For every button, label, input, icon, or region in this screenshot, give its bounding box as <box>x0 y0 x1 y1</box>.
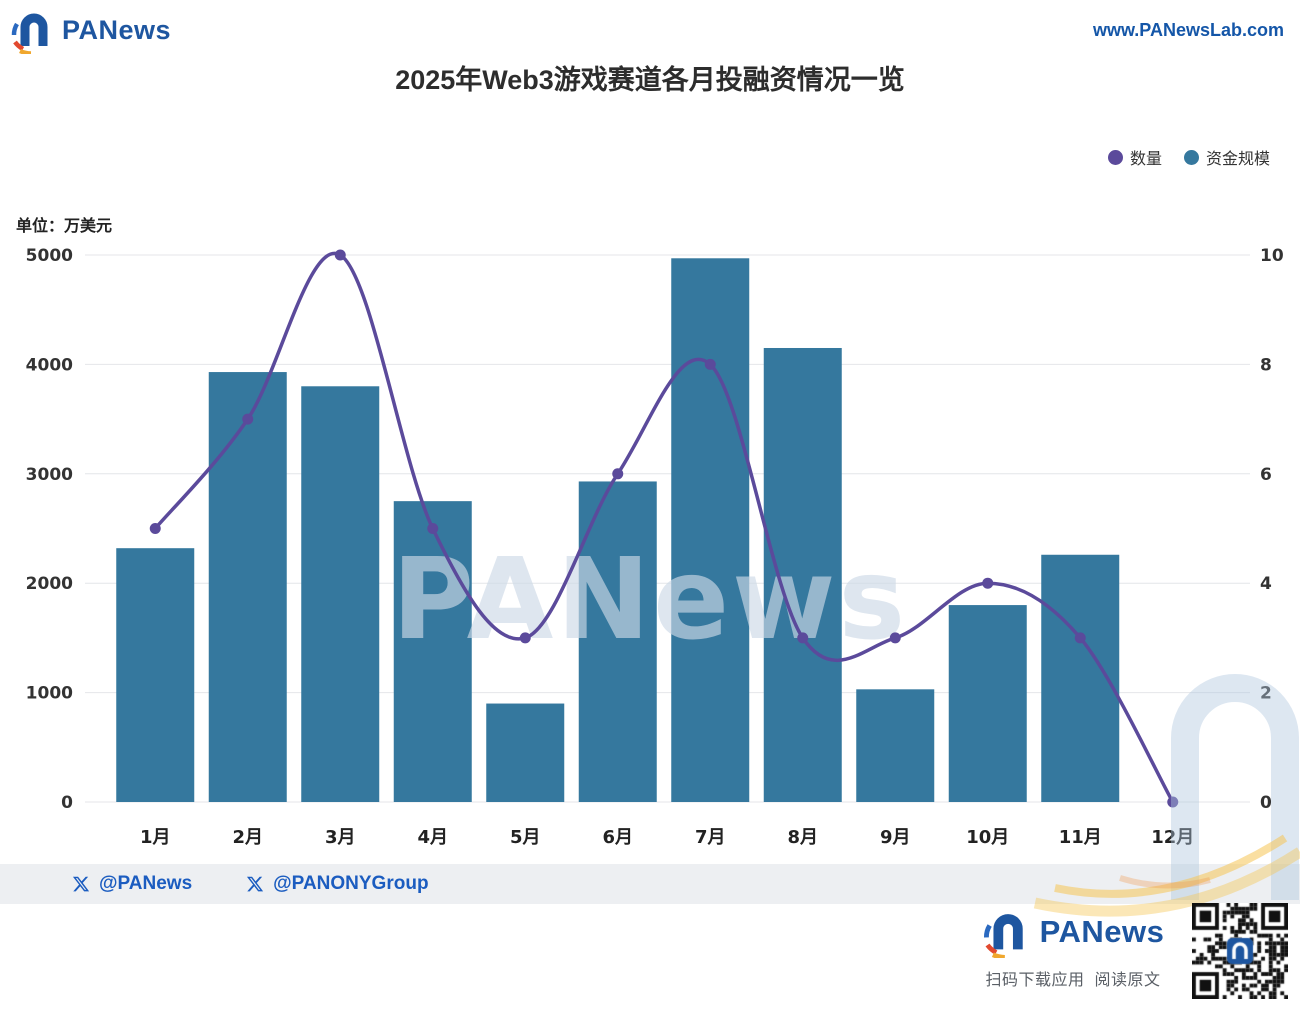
line-point <box>242 413 254 425</box>
month-label: 10月 <box>966 827 1009 848</box>
right-axis-tick: 6 <box>1260 465 1272 485</box>
right-axis-tick: 8 <box>1260 355 1272 375</box>
x-icon <box>72 876 90 892</box>
month-label: 11月 <box>1059 827 1102 848</box>
bar <box>208 372 287 802</box>
line-point <box>982 577 994 589</box>
month-label: 9月 <box>880 827 911 848</box>
month-label: 8月 <box>787 827 818 848</box>
bar <box>948 605 1027 802</box>
bar <box>393 501 472 802</box>
handle-text: @PANONYGroup <box>273 873 429 894</box>
qr-code <box>1192 903 1288 999</box>
line-point <box>427 523 439 534</box>
header: PANews www.PANewsLab.com <box>0 0 1300 58</box>
x-icon <box>247 876 264 892</box>
left-axis-tick: 0 <box>61 793 73 813</box>
legend-dot-count <box>1107 149 1123 165</box>
month-label: 2月 <box>232 827 263 848</box>
month-label: 7月 <box>695 827 726 848</box>
panews-logo-icon <box>983 914 1023 958</box>
right-axis-tick: 10 <box>1260 246 1284 266</box>
right-axis-tick: 0 <box>1260 793 1272 813</box>
bar <box>671 258 750 803</box>
line-point <box>519 632 531 644</box>
line-point <box>1167 796 1179 808</box>
legend-item-funding[interactable]: 资金规模 <box>1183 145 1270 169</box>
legend: 数量 资金规模 <box>1107 145 1270 169</box>
bar <box>578 481 657 802</box>
month-label: 5月 <box>510 827 541 848</box>
right-axis-tick: 2 <box>1260 684 1272 704</box>
x-handle-panonygroup[interactable]: @PANONYGroup <box>246 873 429 895</box>
website-link[interactable]: www.PANewsLab.com <box>1092 20 1284 40</box>
bar <box>301 386 380 802</box>
line-point <box>612 468 624 480</box>
chart-svg: 0 1000 2000 3000 4000 5000 0 2 4 6 8 10 1月 2月 3月 4月 5月 6月… <box>26 246 1284 848</box>
brand-name: PANews <box>62 14 172 45</box>
left-axis-tick: 1000 <box>26 684 73 704</box>
bar <box>856 689 935 802</box>
bottom-logo: PANews <box>982 906 1165 958</box>
left-axis-tick: 4000 <box>26 355 73 375</box>
line-point <box>149 523 161 534</box>
month-label: 12月 <box>1151 827 1194 848</box>
watermark: PANews <box>392 535 908 665</box>
left-axis-tick: 3000 <box>26 465 73 485</box>
left-axis-tick: 2000 <box>26 574 73 594</box>
legend-item-count[interactable]: 数量 <box>1107 145 1162 169</box>
left-axis-tick: 5000 <box>26 246 73 266</box>
unit-label: 单位：万美元 <box>16 218 113 235</box>
chart-title: 2025年Web3游戏赛道各月投融资情况一览 <box>395 65 905 95</box>
qr-caption: 扫码下载应用 阅读原文 <box>985 972 1161 989</box>
panews-logo-icon <box>11 13 48 54</box>
line-point <box>704 358 716 370</box>
legend-label-funding: 资金规模 <box>1205 151 1270 168</box>
month-label: 6月 <box>602 827 633 848</box>
right-axis-tick: 4 <box>1260 574 1272 594</box>
legend-dot-funding <box>1183 149 1199 165</box>
bottom-brand-block: PANews 扫码下载应用 阅读原文 <box>963 906 1183 990</box>
line-point <box>334 249 346 261</box>
social-band: @PANews @PANONYGroup <box>0 864 1300 904</box>
line-point <box>1074 632 1086 644</box>
x-handle-panews[interactable]: @PANews <box>72 873 192 895</box>
bar <box>116 548 195 802</box>
legend-label-count: 数量 <box>1129 151 1162 168</box>
bar <box>486 703 565 802</box>
panews-logo[interactable]: PANews <box>10 6 171 54</box>
line-point <box>797 632 809 644</box>
bottom-brand-name: PANews <box>1039 914 1165 949</box>
handle-text: @PANews <box>99 873 193 894</box>
month-label: 4月 <box>417 827 448 848</box>
chart-area: 0 1000 2000 3000 4000 5000 0 2 4 6 8 10 1月 2月 3月 4月 5月 6月… <box>0 230 1300 870</box>
month-label: 1月 <box>140 827 171 848</box>
month-label: 3月 <box>325 827 356 848</box>
line-point <box>889 632 901 644</box>
